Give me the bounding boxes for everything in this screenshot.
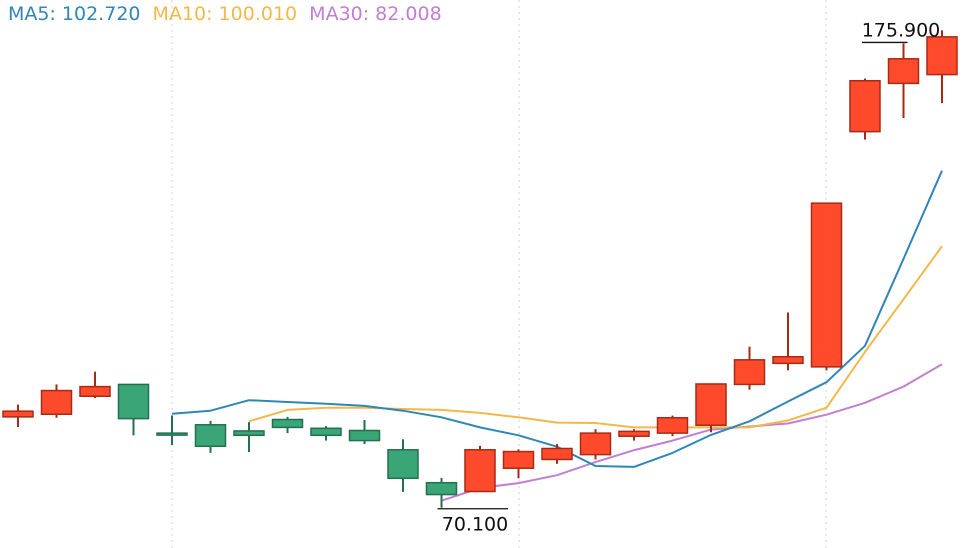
candle-13 — [464, 445, 496, 493]
candle-body — [502, 450, 535, 469]
candle-body — [233, 430, 265, 437]
ma-legend: MA5: 102.720 MA10: 100.010 MA30: 82.008 — [8, 3, 448, 25]
candle-19 — [695, 383, 727, 433]
candle-5 — [156, 415, 188, 445]
candle-16 — [579, 429, 612, 460]
candle-15 — [541, 444, 573, 464]
candle-24 — [887, 43, 920, 119]
min-price-label: 70.100 — [442, 514, 508, 536]
candle-body — [733, 359, 766, 386]
candle-body — [464, 449, 496, 493]
candle-7 — [233, 422, 265, 452]
ma10-legend: MA10: 100.010 — [152, 3, 298, 25]
candle-body — [40, 389, 73, 415]
candle-4 — [117, 383, 150, 436]
candle-body — [695, 383, 727, 426]
candle-body — [810, 202, 843, 368]
candle-body — [271, 418, 304, 429]
candle-body — [310, 427, 342, 437]
candle-17 — [618, 429, 650, 441]
candle-body — [887, 58, 920, 85]
ma5-legend: MA5: 102.720 — [8, 3, 141, 25]
candle-body — [79, 385, 111, 398]
candle-1 — [2, 404, 34, 427]
candle-11 — [387, 439, 419, 492]
candle-14 — [502, 449, 535, 479]
candle-body — [425, 481, 458, 496]
ma10-line — [248, 245, 943, 429]
candle-3 — [79, 371, 111, 399]
candle-9 — [310, 426, 342, 441]
ma30-legend: MA30: 82.008 — [309, 3, 442, 25]
candle-6 — [194, 420, 227, 453]
candle-21 — [772, 312, 804, 371]
candle-body — [926, 36, 958, 76]
candle-body — [849, 79, 881, 133]
candle-body — [117, 383, 150, 420]
max-price-label: 175.900 — [862, 19, 941, 41]
candle-20 — [733, 346, 766, 390]
candle-18 — [656, 415, 689, 437]
annotations: 175.900 70.100 — [437, 19, 941, 536]
candle-body — [348, 429, 381, 442]
candles — [2, 30, 958, 508]
candle-2 — [40, 384, 73, 418]
candle-23 — [849, 78, 881, 140]
candle-22 — [810, 202, 843, 371]
candle-12 — [425, 477, 458, 508]
candle-body — [387, 449, 419, 480]
candle-body — [541, 447, 573, 461]
candle-body — [772, 356, 804, 365]
candle-body — [579, 432, 612, 456]
candle-25 — [926, 30, 958, 104]
candle-8 — [271, 416, 304, 434]
candle-body — [2, 410, 34, 418]
candle-body — [656, 417, 689, 434]
candle-body — [194, 424, 227, 448]
grid-lines — [171, 0, 827, 548]
candle-body — [156, 432, 188, 436]
ma30-line — [441, 363, 943, 502]
candle-10 — [348, 419, 381, 445]
candle-body — [618, 430, 650, 437]
